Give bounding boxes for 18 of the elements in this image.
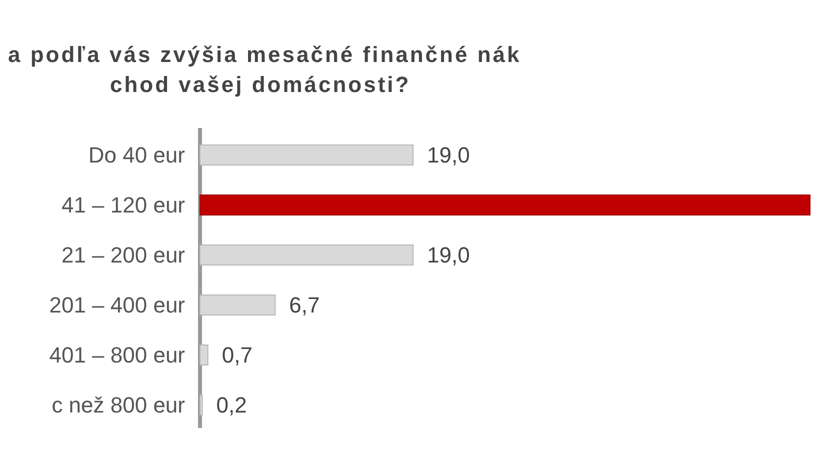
bar xyxy=(200,194,810,216)
data-label: 19,0 xyxy=(427,242,470,268)
bar xyxy=(200,244,414,266)
y-tick-label: 201 – 400 eur xyxy=(49,292,185,318)
bar xyxy=(200,344,208,366)
data-label: 0,2 xyxy=(216,392,247,418)
y-tick-label: 401 – 800 eur xyxy=(49,342,185,368)
bar xyxy=(200,394,203,416)
y-tick-label: Do 40 eur xyxy=(88,142,185,168)
data-label: 6,7 xyxy=(289,292,320,318)
y-tick-label: c než 800 eur xyxy=(52,392,185,418)
data-label: 19,0 xyxy=(427,142,470,168)
y-tick-label: 21 – 200 eur xyxy=(61,242,185,268)
data-label: 0,7 xyxy=(222,342,252,368)
chart-title: a podľa vás zvýšia mesačné finančné nák chod vašej domácnosti? xyxy=(8,42,522,97)
y-tick-label: 41 – 120 eur xyxy=(61,192,185,218)
bar xyxy=(200,144,414,166)
bar xyxy=(200,294,276,316)
